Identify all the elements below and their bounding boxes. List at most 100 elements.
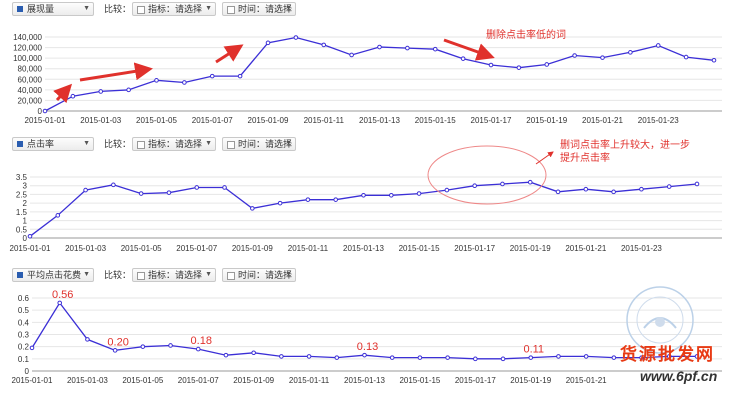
x-tick-label: 2015-01-23 [638, 116, 679, 125]
watermark-site-url: www.6pf.cn [640, 368, 718, 384]
x-tick-label: 2015-01-11 [288, 244, 329, 253]
metric-select-label: 点击率 [27, 139, 55, 149]
time-select-label: 时间：请选择 [238, 4, 293, 14]
data-label: 0.20 [107, 336, 128, 348]
time-checkbox[interactable] [227, 141, 235, 149]
metric-select[interactable]: 展现量 ▼ [12, 2, 94, 16]
data-point [251, 350, 256, 356]
y-tick-label: 140,000 [13, 33, 42, 42]
indicator-select[interactable]: 指标：请选择 ▼ [132, 137, 216, 151]
x-tick-label: 2015-01-03 [80, 116, 121, 125]
data-point [516, 65, 522, 70]
x-tick-label: 2015-01-23 [621, 244, 662, 253]
data-point [544, 62, 550, 67]
data-point [250, 206, 255, 211]
data-label: 0.18 [191, 335, 212, 347]
data-point [500, 356, 506, 362]
y-tick-label: 0.3 [18, 331, 30, 340]
time-checkbox[interactable] [227, 6, 235, 14]
x-tick-label: 2015-01-21 [582, 116, 623, 125]
x-tick-label: 2015-01-15 [399, 376, 440, 385]
indicator-select-label: 指标：请选择 [148, 270, 203, 280]
data-point [237, 73, 243, 79]
time-select[interactable]: 时间：请选择 ▼ [222, 137, 296, 151]
data-point [277, 200, 283, 206]
data-point [265, 40, 271, 46]
annotation-remove-high-ctr-line1: 删词点击率上升较大，进一步 [560, 138, 690, 151]
data-point [305, 197, 311, 202]
indicator-checkbox[interactable] [137, 6, 145, 14]
data-label: 0.11 [523, 344, 544, 356]
data-point [98, 89, 104, 94]
y-tick-label: 100,000 [13, 54, 42, 63]
y-tick-label: 120,000 [13, 44, 42, 53]
time-select[interactable]: 时间：请选择 ▼ [222, 268, 296, 282]
y-tick-label: 60,000 [18, 75, 43, 84]
x-tick-label: 2015-01-07 [178, 376, 219, 385]
impressions-panel: 展现量 ▼ 比较： 指标：请选择 ▼ 时间：请选择 ▼ 0 20,000 40,00… [0, 0, 734, 133]
indicator-checkbox[interactable] [137, 141, 145, 149]
data-label: 0.56 [52, 289, 73, 301]
data-point [182, 80, 187, 85]
data-point [334, 355, 340, 360]
metric-select[interactable]: 平均点击花费 ▼ [12, 268, 94, 282]
compare-label: 比较： [104, 139, 132, 149]
indicator-checkbox[interactable] [137, 272, 145, 280]
y-tick-label: 0.4 [18, 318, 30, 327]
data-point [209, 73, 215, 79]
chevron-down-icon: ▼ [83, 140, 90, 147]
y-tick-label: 0 [38, 107, 43, 116]
chevron-down-icon: ▼ [205, 5, 212, 12]
metric-select-label: 展现量 [27, 4, 55, 14]
data-point [500, 181, 505, 187]
data-point [639, 355, 644, 360]
x-tick-label: 2015-01-13 [343, 244, 384, 253]
data-point [528, 355, 534, 360]
y-tick-label: 0.5 [18, 306, 30, 315]
time-checkbox[interactable] [227, 272, 235, 280]
series-color-swatch [17, 272, 23, 278]
time-select[interactable]: 时间：请选择 ▼ [222, 2, 296, 16]
watermark: 货源批发网 www.6pf.cn [588, 278, 728, 393]
x-tick-label: 2015-01-11 [289, 376, 330, 385]
x-tick-label: 2015-01-03 [65, 244, 106, 253]
time-select-label: 时间：请选择 [238, 270, 293, 280]
indicator-select-label: 指标：请选择 [148, 4, 203, 14]
data-point [154, 78, 159, 83]
data-point [460, 56, 466, 61]
data-point [417, 355, 423, 360]
data-point [556, 354, 561, 359]
trend-arrow [215, 44, 244, 64]
compare-label: 比较： [104, 270, 132, 280]
data-label: 0.13 [357, 341, 378, 353]
data-point [126, 87, 131, 93]
ctr-panel: 点击率 ▼ 比较： 指标：请选择 ▼ 时间：请选择 ▼ 0 0.5 1 1.5 2 2.5… [0, 135, 734, 262]
data-point [388, 193, 394, 198]
data-point [377, 44, 382, 50]
x-tick-label: 2015-01-21 [566, 376, 607, 385]
y-tick-label: 3 [23, 182, 28, 191]
y-tick-label: 0.6 [18, 294, 30, 303]
y-tick-label: 2.5 [16, 190, 28, 199]
annotation-pointer [535, 151, 554, 165]
x-tick-label: 2015-01-21 [565, 244, 606, 253]
x-tick-label: 2015-01-17 [471, 116, 512, 125]
data-point [112, 348, 118, 353]
x-tick-label: 2015-01-01 [25, 116, 66, 125]
x-tick-label: 2015-01-13 [359, 116, 400, 125]
data-point [166, 190, 172, 195]
chart-toolbar: 展现量 ▼ 比较： 指标：请选择 ▼ 时间：请选择 ▼ [0, 0, 734, 18]
watermark-seal-logo [626, 286, 694, 354]
data-point [362, 352, 367, 358]
x-tick-label: 2015-01-15 [415, 116, 456, 125]
indicator-select[interactable]: 指标：请选择 ▼ [132, 268, 216, 282]
x-tick-label: 2015-01-01 [12, 376, 53, 385]
metric-select[interactable]: 点击率 ▼ [12, 137, 94, 151]
data-point [655, 43, 661, 48]
data-point [473, 356, 478, 362]
data-point [488, 62, 494, 68]
indicator-select[interactable]: 指标：请选择 ▼ [132, 2, 216, 16]
chevron-down-icon: ▼ [285, 140, 292, 147]
x-tick-label: 2015-01-19 [526, 116, 567, 125]
